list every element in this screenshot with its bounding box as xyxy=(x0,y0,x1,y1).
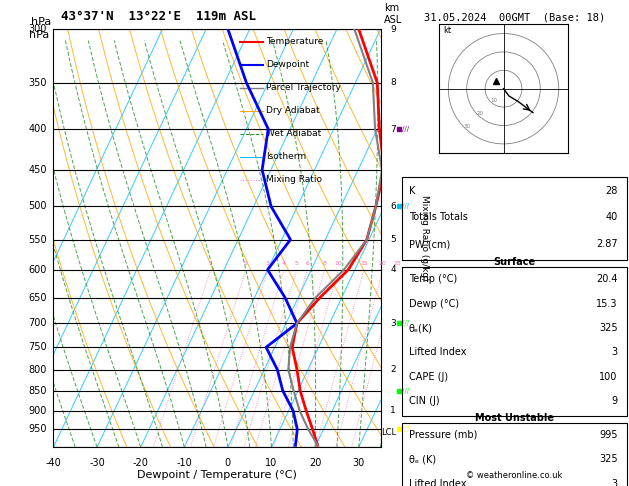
Text: 600: 600 xyxy=(28,265,47,275)
Text: © weatheronline.co.uk: © weatheronline.co.uk xyxy=(466,471,562,480)
Text: 2.87: 2.87 xyxy=(596,239,618,249)
Text: 450: 450 xyxy=(28,165,47,175)
Text: 850: 850 xyxy=(28,386,47,396)
Text: ///: /// xyxy=(402,426,409,433)
Text: LCL: LCL xyxy=(381,429,396,437)
Text: 3: 3 xyxy=(266,260,270,266)
Text: 1: 1 xyxy=(209,260,213,266)
Text: 1: 1 xyxy=(391,406,396,415)
Text: 5: 5 xyxy=(391,235,396,244)
Text: Dry Adiabat: Dry Adiabat xyxy=(266,106,320,115)
Text: -10: -10 xyxy=(176,458,192,468)
Text: 6: 6 xyxy=(306,260,309,266)
Text: 6: 6 xyxy=(391,202,396,211)
Text: 20: 20 xyxy=(309,458,321,468)
Text: 5: 5 xyxy=(295,260,299,266)
Text: CAPE (J): CAPE (J) xyxy=(409,372,448,382)
Text: θₑ(K): θₑ(K) xyxy=(409,323,433,333)
Text: 550: 550 xyxy=(28,235,47,244)
Text: 30: 30 xyxy=(464,124,470,129)
Text: Lifted Index: Lifted Index xyxy=(409,347,466,357)
Text: ///: /// xyxy=(402,204,409,209)
Text: 20.4: 20.4 xyxy=(596,275,618,284)
Text: Dewp (°C): Dewp (°C) xyxy=(409,299,459,309)
Text: 0: 0 xyxy=(225,458,231,468)
Text: 4: 4 xyxy=(282,260,286,266)
Text: 31.05.2024  00GMT  (Base: 18): 31.05.2024 00GMT (Base: 18) xyxy=(423,12,605,22)
Text: 3: 3 xyxy=(391,319,396,328)
Text: 3: 3 xyxy=(611,479,618,486)
Text: Dewpoint / Temperature (°C): Dewpoint / Temperature (°C) xyxy=(137,470,297,480)
Text: 800: 800 xyxy=(28,364,47,375)
Text: 300: 300 xyxy=(28,24,47,34)
Text: 8: 8 xyxy=(391,78,396,87)
Text: 4: 4 xyxy=(391,265,396,274)
Text: Temp (°C): Temp (°C) xyxy=(409,275,457,284)
Text: Isotherm: Isotherm xyxy=(266,152,306,161)
Text: 30: 30 xyxy=(353,458,365,468)
Text: 20: 20 xyxy=(379,260,387,266)
Text: 325: 325 xyxy=(599,454,618,464)
Text: 15: 15 xyxy=(360,260,368,266)
Text: 9: 9 xyxy=(391,25,396,34)
Text: 8: 8 xyxy=(323,260,326,266)
Text: 500: 500 xyxy=(28,202,47,211)
Text: CIN (J): CIN (J) xyxy=(409,396,439,406)
Text: 750: 750 xyxy=(28,342,47,352)
Text: 10: 10 xyxy=(490,98,498,103)
Text: Wet Adiabat: Wet Adiabat xyxy=(266,129,321,138)
Text: θₑ (K): θₑ (K) xyxy=(409,454,436,464)
Text: 10: 10 xyxy=(265,458,277,468)
Text: hPa: hPa xyxy=(31,17,51,27)
Text: 700: 700 xyxy=(28,318,47,329)
Text: Dewpoint: Dewpoint xyxy=(266,60,309,69)
Text: km
ASL: km ASL xyxy=(384,3,402,25)
Text: 10: 10 xyxy=(335,260,342,266)
Text: 28: 28 xyxy=(605,186,618,196)
Text: 40: 40 xyxy=(605,212,618,223)
Text: Pressure (mb): Pressure (mb) xyxy=(409,430,477,440)
Text: 100: 100 xyxy=(599,372,618,382)
Text: 950: 950 xyxy=(28,424,47,434)
Text: 2: 2 xyxy=(391,365,396,374)
Text: Most Unstable: Most Unstable xyxy=(475,413,554,423)
Text: kt: kt xyxy=(443,27,451,35)
Text: 400: 400 xyxy=(28,124,47,134)
Text: ///: /// xyxy=(402,388,409,394)
Text: PW (cm): PW (cm) xyxy=(409,239,450,249)
Text: 43°37'N  13°22'E  119m ASL: 43°37'N 13°22'E 119m ASL xyxy=(60,10,255,23)
Text: 20: 20 xyxy=(477,111,484,116)
Text: 2: 2 xyxy=(244,260,248,266)
Text: 9: 9 xyxy=(611,396,618,406)
Text: K: K xyxy=(409,186,415,196)
Text: 3: 3 xyxy=(611,347,618,357)
Text: hPa: hPa xyxy=(29,30,49,40)
Text: Surface: Surface xyxy=(493,257,535,267)
Text: 350: 350 xyxy=(28,78,47,87)
Text: -20: -20 xyxy=(133,458,148,468)
Text: 900: 900 xyxy=(28,405,47,416)
Text: ///: /// xyxy=(402,126,409,132)
Text: 7: 7 xyxy=(391,124,396,134)
Text: 25: 25 xyxy=(394,260,402,266)
Text: 650: 650 xyxy=(28,293,47,303)
Text: -30: -30 xyxy=(89,458,105,468)
Text: 995: 995 xyxy=(599,430,618,440)
Text: -40: -40 xyxy=(45,458,62,468)
Text: Mixing Ratio: Mixing Ratio xyxy=(266,175,322,184)
Text: Temperature: Temperature xyxy=(266,37,323,46)
Text: 15.3: 15.3 xyxy=(596,299,618,309)
Text: Mixing Ratio (g/kg): Mixing Ratio (g/kg) xyxy=(420,195,429,281)
Text: ///: /// xyxy=(402,320,409,326)
Text: Parcel Trajectory: Parcel Trajectory xyxy=(266,83,341,92)
Text: Lifted Index: Lifted Index xyxy=(409,479,466,486)
Text: 325: 325 xyxy=(599,323,618,333)
Text: Totals Totals: Totals Totals xyxy=(409,212,467,223)
